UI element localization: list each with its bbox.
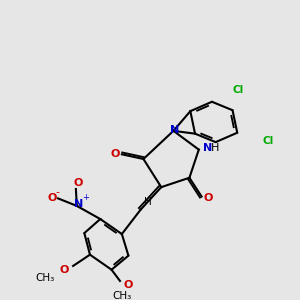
Text: O: O: [203, 194, 213, 203]
Text: N: N: [74, 199, 83, 209]
Text: N: N: [170, 125, 179, 135]
Text: Cl: Cl: [262, 136, 274, 146]
Text: N: N: [203, 143, 213, 153]
Text: H: H: [144, 197, 152, 207]
Text: CH₃: CH₃: [112, 291, 132, 300]
Text: O: O: [124, 280, 133, 290]
Text: O: O: [60, 265, 69, 275]
Text: CH₃: CH₃: [35, 273, 54, 283]
Text: -: -: [55, 187, 59, 197]
Text: O: O: [48, 194, 57, 203]
Text: O: O: [73, 178, 83, 188]
Text: Cl: Cl: [232, 85, 244, 94]
Text: O: O: [111, 149, 120, 159]
Text: H: H: [211, 143, 219, 153]
Text: +: +: [82, 193, 89, 202]
